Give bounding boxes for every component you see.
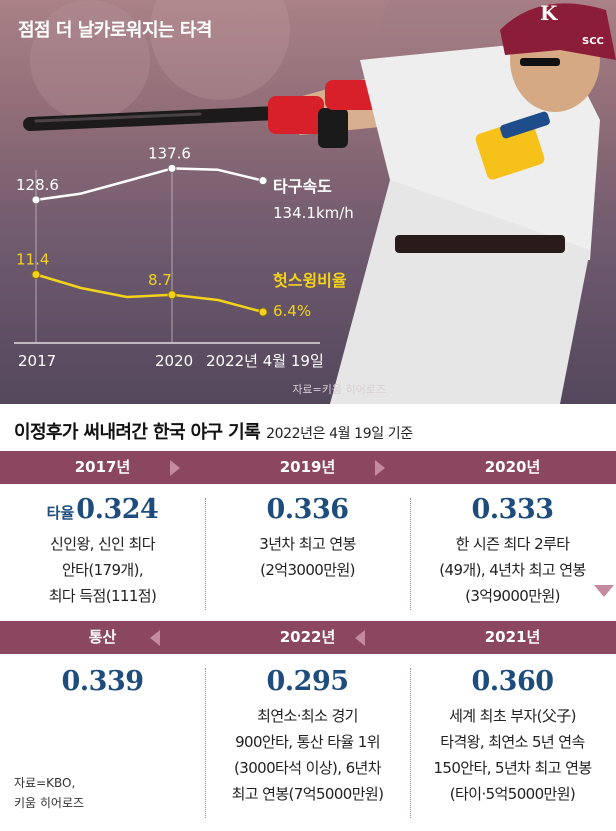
series-end-value: 134.1km/h [273,204,354,222]
desc-line: 안타(179개), [61,561,144,579]
x-tick-label: 2017 [18,352,56,370]
row2-label-3: 2021년 [484,628,541,646]
row2-cells: 0.339 0.295 최연소·최소 경기 900안타, 통산 타율 1위 (3… [0,654,616,831]
batting-average: 0.336 [266,494,349,525]
record-2020: 0.333 한 시즌 최다 2루타 (49개), 4년차 최고 연봉 (3억90… [410,484,615,609]
chevron-left-icon [355,630,365,646]
desc-line: (2억3000만원) [260,561,355,579]
batting-average: 0.339 [61,666,144,697]
source-line: 키움 히어로즈 [14,796,85,810]
batting-average: 0.333 [471,494,554,525]
record-2021: 0.360 세계 최초 부자(父子) 타격왕, 최연소 5년 연속 150안타,… [410,654,615,807]
row1-label-3: 2020년 [484,458,541,476]
data-label: 128.6 [16,176,59,194]
desc-line: 최다 득점(111점) [48,587,157,605]
chevron-down-icon [594,585,614,597]
desc-line: 3년차 최고 연봉 [259,535,356,553]
column-divider [410,668,411,818]
series-end-value: 6.4% [273,302,311,320]
desc-line: (3000타석 이상), 6년차 [234,759,382,777]
section-subtitle: 2022년은 4월 19일 기준 [266,426,413,442]
data-point [31,195,41,205]
series-name: 헛스윙비율 [273,271,347,290]
timeline-band-row2: 통산 2022년 2021년 [0,621,616,654]
record-2019: 0.336 3년차 최고 연봉 (2억3000만원) [205,484,410,583]
column-divider [410,498,411,610]
record-description: 3년차 최고 연봉 (2억3000만원) [205,531,410,583]
desc-line: (49개), 4년차 최고 연봉 [439,561,586,579]
chart-source: 자료=키움 히어로즈 [292,383,386,396]
data-point [31,270,41,279]
record-description: 최연소·최소 경기 900안타, 통산 타율 1위 (3000타석 이상), 6… [205,703,410,807]
row1-cells: 타율0.324 신인왕, 신인 최다 안타(179개), 최다 득점(111점)… [0,484,616,620]
desc-line: (타이·5억5000만원) [449,785,576,803]
column-divider [205,498,206,610]
chart-panel: K SCC 점점 더 날카로워지는 타격 128.6 137.6 타구속도 134.1… [0,0,616,404]
desc-line: 최연소·최소 경기 [257,707,358,725]
desc-line: (3억9000만원) [465,587,560,605]
desc-line: 최고 연봉(7억5000만원) [231,785,384,803]
data-point [167,163,177,173]
column-divider [205,668,206,818]
row1-label-1: 2017년 [74,458,131,476]
x-tick-label: 2020 [155,352,193,370]
svg-text:K: K [540,1,558,25]
batting-average: 0.295 [266,666,349,697]
row2-label-2: 2022년 [279,628,336,646]
row2-label-1: 통산 [88,628,117,646]
batting-average: 0.360 [471,666,554,697]
desc-line: 150안타, 5년차 최고 연봉 [433,759,592,777]
record-career: 0.339 [0,654,205,697]
data-label: 8.7 [148,271,172,289]
section-title: 이정후가 써내려간 한국 야구 기록 2022년은 4월 19일 기준 [14,418,413,444]
data-label: 11.4 [16,251,49,269]
footer-source: 자료=KBO, 키움 히어로즈 [14,773,84,813]
svg-text:SCC: SCC [582,36,604,47]
record-description: 신인왕, 신인 최다 안타(179개), 최다 득점(111점) [0,531,205,609]
record-2022: 0.295 최연소·최소 경기 900안타, 통산 타율 1위 (3000타석 … [205,654,410,807]
data-point [167,290,177,300]
series-name: 타구속도 [273,177,332,196]
chevron-left-icon [150,630,160,646]
chevron-right-icon [170,460,180,476]
series-line-1 [35,167,264,202]
source-line: 자료=KBO, [14,776,76,790]
chart-title: 점점 더 날카로워지는 타격 [18,20,212,41]
x-tick-label: 2022년 4월 19일 [206,352,324,370]
batting-average: 0.324 [76,494,159,525]
desc-line: 세계 최초 부자(父子) [449,707,576,725]
data-point [258,307,268,317]
desc-line: 타격왕, 최연소 5년 연속 [440,733,585,751]
data-point [258,176,268,186]
desc-line: 신인왕, 신인 최다 [50,535,156,553]
avg-prefix: 타율 [46,504,75,522]
chevron-right-icon [375,460,385,476]
section-title-text: 이정후가 써내려간 한국 야구 기록 [14,422,261,443]
record-description: 한 시즌 최다 2루타 (49개), 4년차 최고 연봉 (3억9000만원) [410,531,615,609]
timeline-band-row1: 2017년 2019년 2020년 [0,451,616,484]
series-line-2 [35,273,264,314]
batter-illustration: K SCC [23,0,616,404]
row1-label-2: 2019년 [279,458,336,476]
data-label: 137.6 [148,144,191,162]
desc-line: 900안타, 통산 타율 1위 [235,733,380,751]
record-2017: 타율0.324 신인왕, 신인 최다 안타(179개), 최다 득점(111점) [0,484,205,609]
desc-line: 한 시즌 최다 2루타 [455,535,570,553]
record-description: 세계 최초 부자(父子) 타격왕, 최연소 5년 연속 150안타, 5년차 최… [410,703,615,807]
trend-line-chart: 128.6 137.6 타구속도 134.1km/h 11.4 8.7 헛스윙비율 6.4% 2… [14,144,354,370]
